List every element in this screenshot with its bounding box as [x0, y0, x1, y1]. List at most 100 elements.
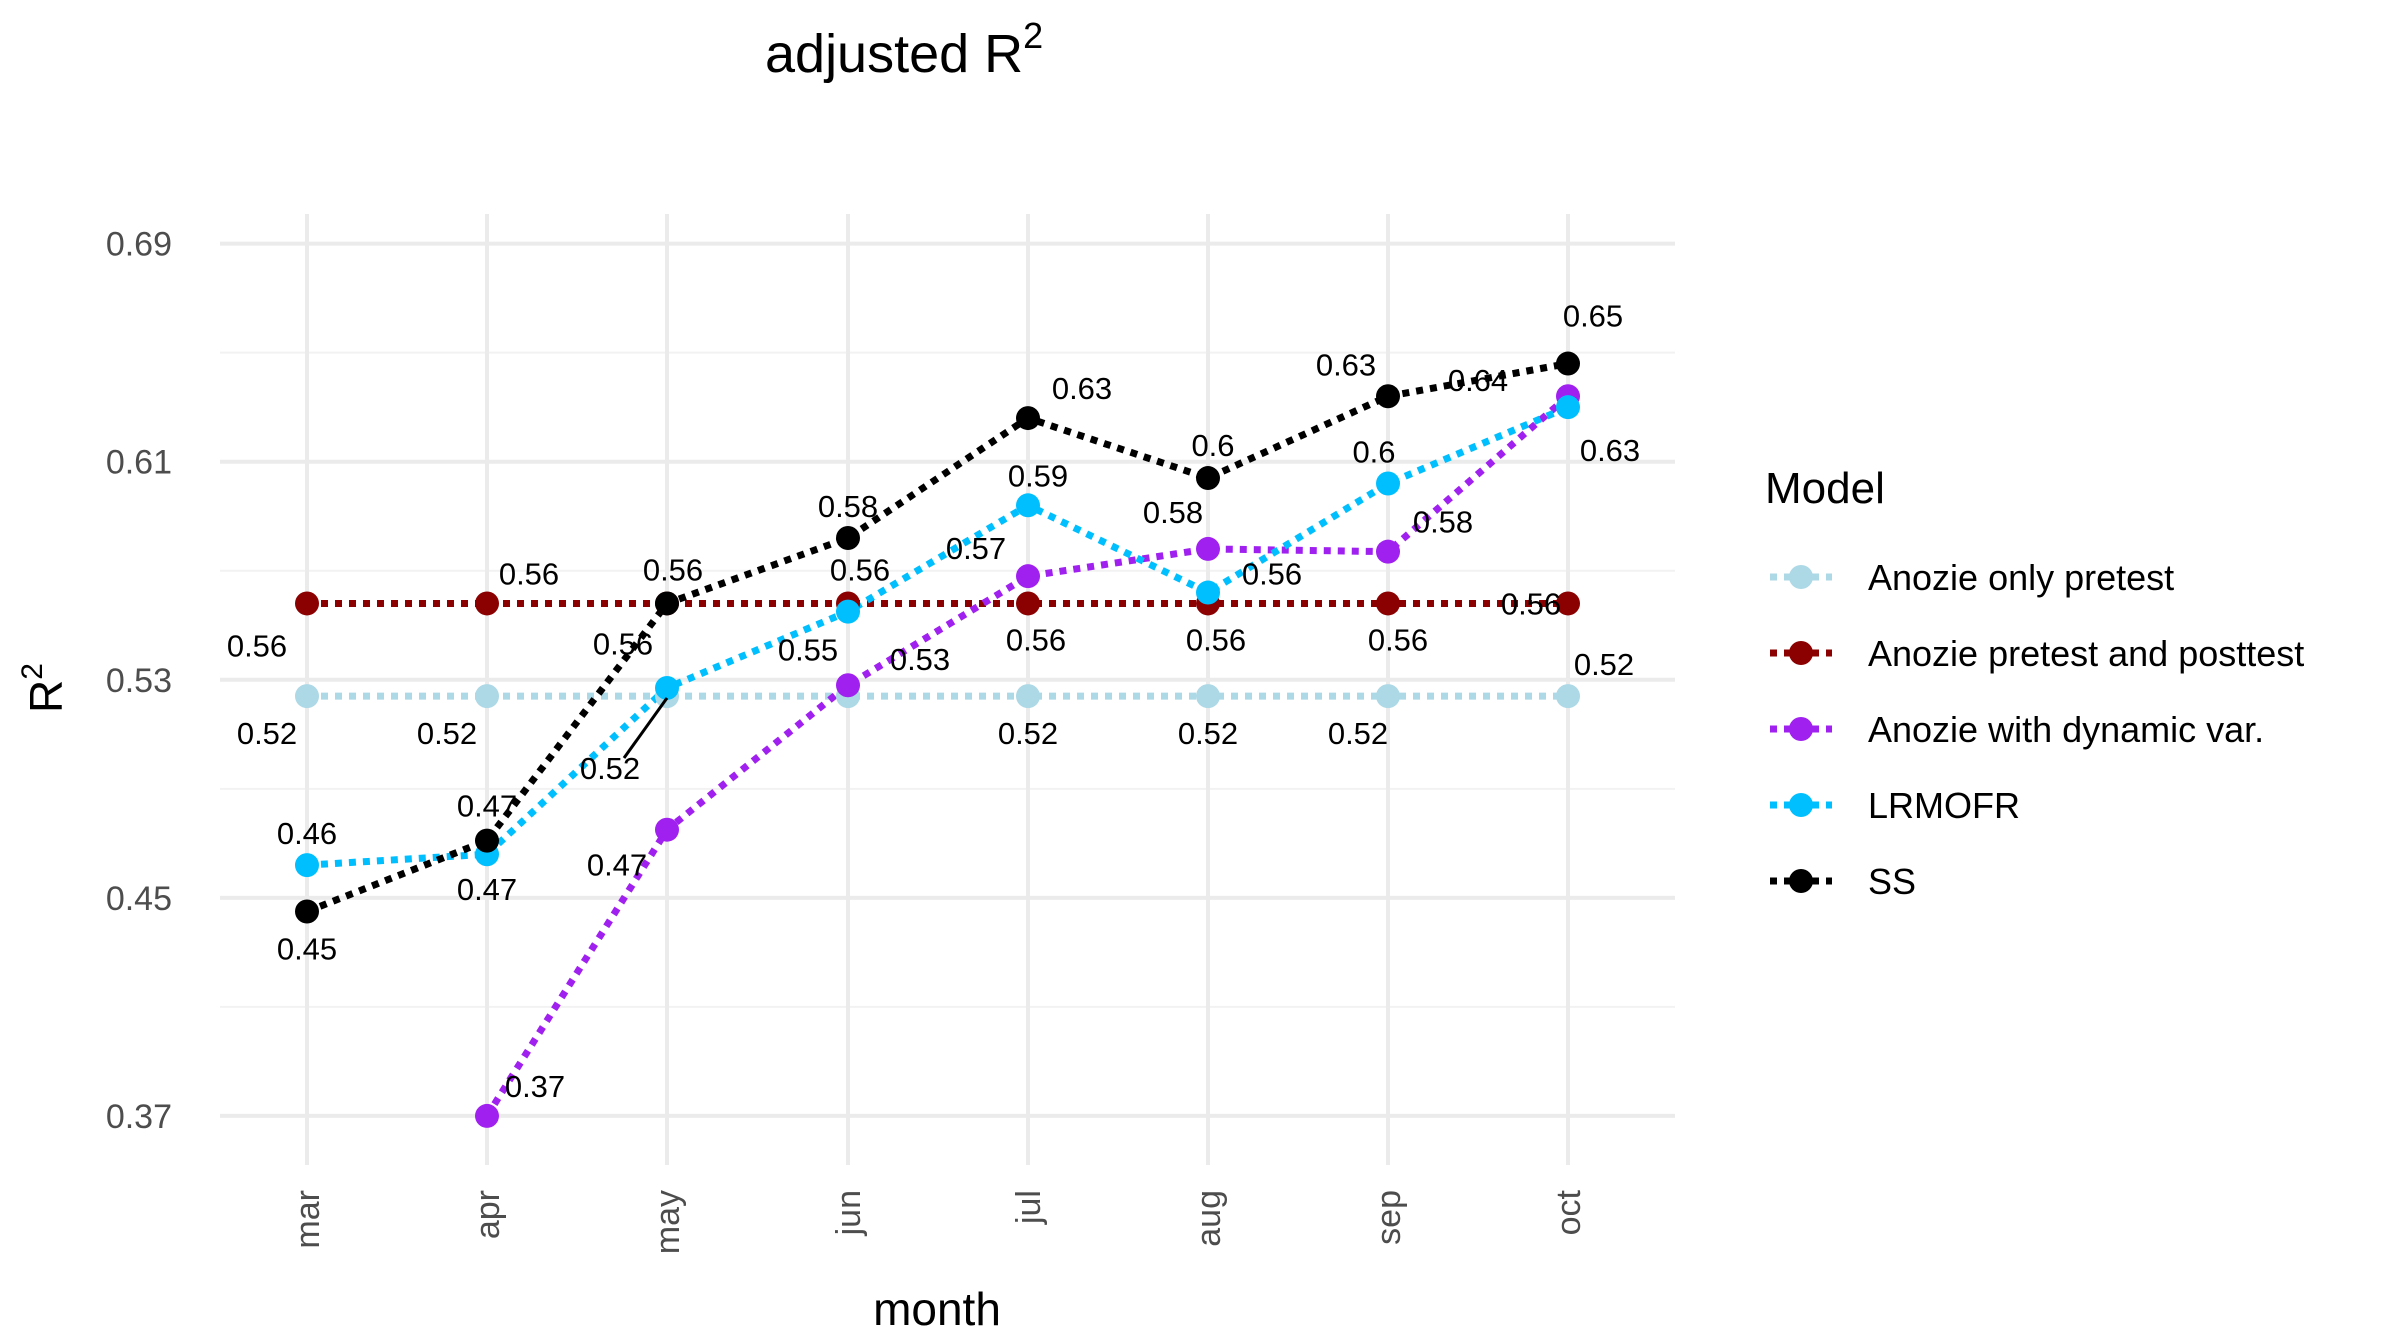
axes: 0.37 0.45 0.53 0.61 0.69 mar apr may jun jul aug se…	[106, 226, 1588, 1255]
x-tick-label: apr	[469, 1190, 507, 1239]
data-label: 0.59	[1008, 458, 1068, 493]
data-point	[1016, 591, 1040, 616]
data-point	[1196, 580, 1220, 605]
y-axis-title-superscript: 2	[16, 663, 49, 680]
data-label: 0.63	[1316, 347, 1376, 382]
x-tick-label: oct	[1550, 1189, 1588, 1235]
data-label: 0.52	[1178, 716, 1238, 751]
data-point	[1556, 591, 1580, 616]
data-label: 0.58	[818, 489, 878, 524]
data-point	[1016, 406, 1040, 431]
data-label: 0.47	[587, 848, 647, 883]
data-point	[295, 899, 319, 924]
data-label: 0.56	[1242, 557, 1302, 592]
x-axis-title: month	[873, 1283, 1001, 1335]
series-line	[305, 360, 1569, 915]
y-tick-label: 0.53	[106, 662, 172, 700]
data-point	[475, 591, 499, 616]
data-label: 0.52	[580, 751, 640, 786]
data-point	[1376, 471, 1400, 496]
data-point	[1016, 493, 1040, 518]
data-point	[1196, 466, 1220, 491]
data-label: 0.52	[998, 716, 1058, 751]
y-axis-title: R2	[16, 663, 72, 713]
data-labels: 0.52 0.52 0.52 0.52 0.52 0.52 0.56 0.56 0.56 0.56…	[227, 299, 1640, 1104]
legend-label: LRMOFR	[1868, 785, 2020, 826]
y-tick-label: 0.37	[106, 1098, 172, 1136]
x-tick-label: may	[649, 1190, 687, 1254]
data-point	[475, 1103, 499, 1128]
data-point	[1016, 564, 1040, 589]
data-label: 0.56	[643, 552, 703, 587]
data-label: 0.47	[457, 872, 517, 907]
data-point	[1556, 395, 1580, 420]
data-label: 0.52	[1328, 716, 1388, 751]
data-point	[475, 684, 499, 709]
legend-label: Anozie pretest and posttest	[1868, 633, 2304, 674]
data-point	[1376, 591, 1400, 616]
major-gridlines	[220, 214, 1675, 1165]
legend-key-point	[1789, 565, 1813, 589]
legend-title: Model	[1765, 464, 1885, 513]
series-points	[295, 351, 1580, 1128]
x-tick-label: aug	[1190, 1190, 1228, 1247]
x-tick-label: jul	[1010, 1190, 1048, 1225]
data-label: 0.53	[890, 642, 950, 677]
chart-title-text: adjusted R	[765, 24, 1023, 84]
data-label: 0.55	[778, 633, 838, 668]
data-label: 0.52	[1574, 647, 1634, 682]
data-label: 0.56	[1186, 622, 1246, 657]
x-tick-label: jun	[830, 1190, 868, 1236]
data-label: 0.45	[277, 931, 337, 966]
legend: Model Anozie only pretest Anozie pretest …	[1765, 464, 2304, 902]
legend-key-point	[1789, 869, 1813, 893]
data-label: 0.57	[946, 531, 1006, 566]
data-label: 0.56	[830, 552, 890, 587]
data-point	[1196, 684, 1220, 709]
data-label: 0.56	[1006, 622, 1066, 657]
legend-key-point	[1789, 717, 1813, 741]
label-connector	[622, 697, 669, 759]
data-label: 0.6	[1352, 435, 1395, 470]
data-point	[475, 828, 499, 853]
legend-key-point	[1789, 793, 1813, 817]
data-label: 0.58	[1413, 505, 1473, 540]
data-label: 0.56	[227, 628, 287, 663]
data-point	[1556, 351, 1580, 376]
x-tick-label: sep	[1370, 1190, 1408, 1245]
legend-label: Anozie only pretest	[1868, 557, 2174, 598]
x-tick-label: mar	[289, 1190, 327, 1249]
data-label: 0.46	[277, 816, 337, 851]
data-label: 0.52	[237, 716, 297, 751]
y-tick-label: 0.61	[106, 444, 172, 482]
data-label: 0.63	[1052, 371, 1112, 406]
data-label: 0.56	[1368, 622, 1428, 657]
data-label: 0.65	[1563, 299, 1623, 334]
y-tick-label: 0.45	[106, 880, 172, 918]
data-point	[836, 599, 860, 624]
legend-label: SS	[1868, 861, 1916, 902]
chart-title-superscript: 2	[1023, 15, 1043, 56]
data-label: 0.58	[1143, 495, 1203, 530]
minor-gridlines	[220, 351, 1675, 1008]
y-tick-label: 0.69	[106, 226, 172, 264]
data-point	[655, 817, 679, 842]
data-point	[1376, 684, 1400, 709]
data-point	[836, 673, 860, 698]
legend-key-point	[1789, 641, 1813, 665]
data-label: 0.52	[417, 716, 477, 751]
data-point	[295, 684, 319, 709]
data-label: 0.37	[505, 1069, 565, 1104]
data-point	[1196, 536, 1220, 561]
data-point	[295, 591, 319, 616]
legend-label: Anozie with dynamic var.	[1868, 709, 2264, 750]
data-label: 0.63	[1580, 433, 1640, 468]
data-point	[1376, 539, 1400, 564]
data-label: 0.6	[1191, 428, 1234, 463]
data-point	[295, 853, 319, 878]
data-point	[1556, 684, 1580, 709]
series-line	[306, 403, 1570, 869]
data-point	[655, 675, 679, 700]
data-point	[1376, 384, 1400, 409]
